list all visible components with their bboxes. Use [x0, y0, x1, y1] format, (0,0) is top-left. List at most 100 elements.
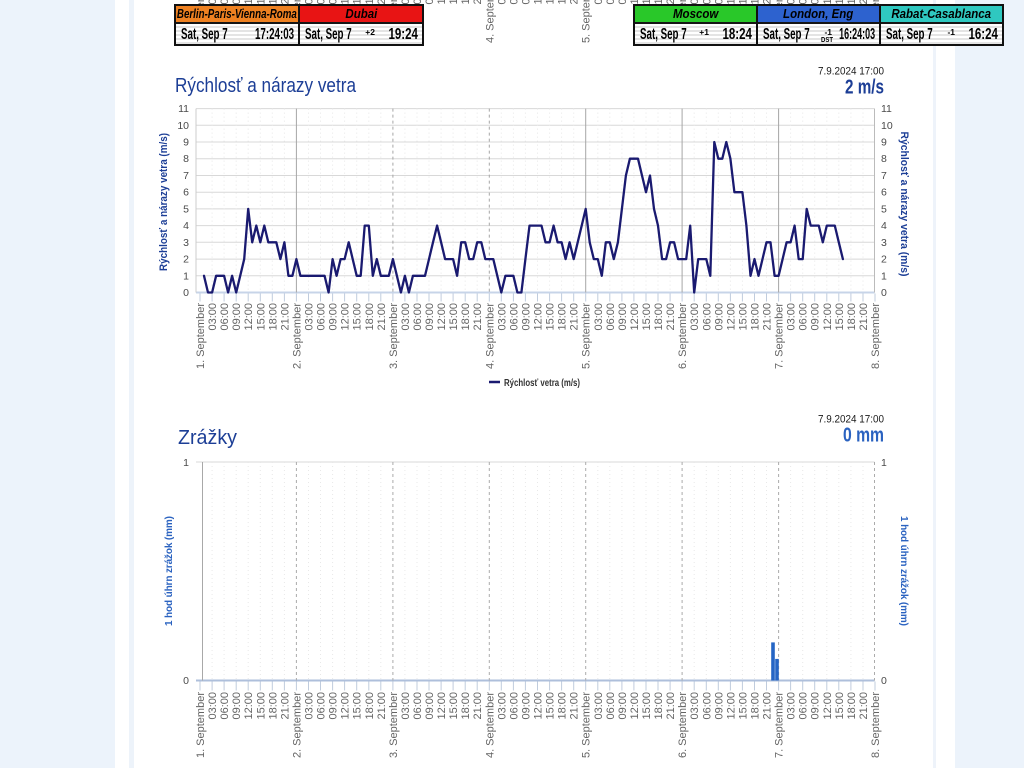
svg-text:09:00: 09:00: [617, 303, 629, 331]
svg-text:21:00: 21:00: [472, 692, 484, 720]
svg-text:12:00: 12:00: [436, 303, 448, 331]
svg-text:8: 8: [183, 153, 189, 165]
svg-text:21:00: 21:00: [762, 692, 774, 720]
svg-text:18:00: 18:00: [460, 0, 472, 5]
svg-text:06:00: 06:00: [316, 692, 328, 720]
svg-text:03:00: 03:00: [496, 692, 508, 720]
svg-text:12:00: 12:00: [340, 303, 352, 331]
svg-text:12:00: 12:00: [725, 692, 737, 720]
svg-text:21:00: 21:00: [569, 0, 581, 5]
svg-text:03:00: 03:00: [689, 303, 701, 331]
svg-text:5: 5: [881, 203, 887, 215]
svg-text:15:00: 15:00: [641, 303, 653, 331]
svg-text:2. September: 2. September: [291, 303, 303, 369]
svg-text:09:00: 09:00: [424, 303, 436, 331]
svg-text:09:00: 09:00: [520, 692, 532, 720]
svg-text:2: 2: [881, 254, 887, 266]
svg-text:06:00: 06:00: [798, 303, 810, 331]
svg-text:12:00: 12:00: [629, 0, 641, 5]
svg-text:12:00: 12:00: [533, 0, 545, 5]
svg-text:15:00: 15:00: [545, 303, 557, 331]
svg-text:06:00: 06:00: [219, 692, 231, 720]
svg-text:15:00: 15:00: [352, 692, 364, 720]
svg-text:03:00: 03:00: [304, 303, 316, 331]
svg-text:5. September: 5. September: [581, 692, 593, 758]
svg-text:18:00: 18:00: [267, 692, 279, 720]
svg-text:0: 0: [183, 287, 189, 299]
svg-text:03:00: 03:00: [207, 303, 219, 331]
svg-text:11: 11: [178, 103, 189, 115]
svg-text:21:00: 21:00: [569, 303, 581, 331]
svg-text:06:00: 06:00: [316, 0, 328, 5]
svg-text:3: 3: [183, 237, 189, 249]
svg-text:18:00: 18:00: [267, 303, 279, 331]
svg-text:09:00: 09:00: [810, 0, 822, 5]
svg-text:2: 2: [183, 254, 189, 266]
svg-text:Rýchlosť vetra (m/s): Rýchlosť vetra (m/s): [504, 377, 580, 389]
svg-text:12:00: 12:00: [822, 692, 834, 720]
svg-text:Zrážky: Zrážky: [178, 427, 237, 449]
svg-text:21:00: 21:00: [858, 692, 870, 720]
svg-text:03:00: 03:00: [593, 0, 605, 5]
svg-text:1: 1: [881, 270, 887, 282]
svg-text:12:00: 12:00: [533, 303, 545, 331]
svg-text:21:00: 21:00: [665, 0, 677, 5]
svg-text:6. September: 6. September: [677, 303, 689, 369]
svg-text:21:00: 21:00: [376, 692, 388, 720]
svg-text:15:00: 15:00: [737, 303, 749, 331]
svg-text:1. September: 1. September: [195, 692, 207, 758]
svg-text:8. September: 8. September: [870, 692, 882, 758]
svg-text:Rýchlosť a nárazy vetra: Rýchlosť a nárazy vetra: [175, 75, 357, 97]
svg-text:09:00: 09:00: [328, 0, 340, 5]
svg-text:03:00: 03:00: [304, 0, 316, 5]
svg-text:15:00: 15:00: [255, 0, 267, 5]
svg-text:15:00: 15:00: [255, 303, 267, 331]
svg-text:Rýchlosť a nárazy vetra (m/s): Rýchlosť a nárazy vetra (m/s): [158, 133, 170, 271]
svg-text:18:00: 18:00: [653, 0, 665, 5]
svg-text:12:00: 12:00: [436, 0, 448, 5]
svg-text:12:00: 12:00: [629, 303, 641, 331]
svg-text:11: 11: [881, 103, 892, 115]
svg-text:4: 4: [183, 220, 189, 232]
svg-text:06:00: 06:00: [701, 0, 713, 5]
svg-text:03:00: 03:00: [400, 692, 412, 720]
svg-text:09:00: 09:00: [713, 0, 725, 5]
svg-text:06:00: 06:00: [798, 0, 810, 5]
svg-text:6: 6: [881, 187, 887, 199]
svg-text:12:00: 12:00: [822, 0, 834, 5]
svg-text:09:00: 09:00: [617, 0, 629, 5]
svg-text:7: 7: [881, 170, 887, 182]
svg-text:18:00: 18:00: [653, 303, 665, 331]
svg-text:06:00: 06:00: [798, 692, 810, 720]
svg-text:1: 1: [183, 457, 189, 469]
svg-text:6. September: 6. September: [677, 692, 689, 758]
svg-text:6: 6: [183, 187, 189, 199]
svg-text:21:00: 21:00: [762, 303, 774, 331]
svg-text:21:00: 21:00: [376, 0, 388, 5]
svg-text:09:00: 09:00: [713, 303, 725, 331]
svg-text:15:00: 15:00: [545, 692, 557, 720]
svg-text:0: 0: [881, 675, 887, 687]
svg-text:06:00: 06:00: [605, 692, 617, 720]
svg-text:06:00: 06:00: [701, 303, 713, 331]
svg-text:06:00: 06:00: [219, 0, 231, 5]
svg-text:2. September: 2. September: [291, 692, 303, 758]
svg-text:12:00: 12:00: [436, 692, 448, 720]
svg-text:06:00: 06:00: [316, 303, 328, 331]
svg-text:1 hod úhrn zrážok (mm): 1 hod úhrn zrážok (mm): [898, 516, 909, 626]
svg-text:06:00: 06:00: [508, 303, 520, 331]
svg-text:21:00: 21:00: [858, 303, 870, 331]
svg-text:18:00: 18:00: [364, 0, 376, 5]
svg-text:3: 3: [881, 237, 887, 249]
svg-text:03:00: 03:00: [496, 303, 508, 331]
svg-text:8. September: 8. September: [870, 303, 882, 369]
svg-text:1 hod úhrn zrážok (mm): 1 hod úhrn zrážok (mm): [164, 516, 175, 626]
svg-text:21:00: 21:00: [472, 303, 484, 331]
svg-text:4. September: 4. September: [484, 692, 496, 758]
svg-text:21:00: 21:00: [279, 0, 291, 5]
svg-text:15:00: 15:00: [834, 692, 846, 720]
svg-text:18:00: 18:00: [750, 303, 762, 331]
svg-text:18:00: 18:00: [460, 692, 472, 720]
svg-text:06:00: 06:00: [508, 0, 520, 5]
svg-text:12:00: 12:00: [822, 303, 834, 331]
